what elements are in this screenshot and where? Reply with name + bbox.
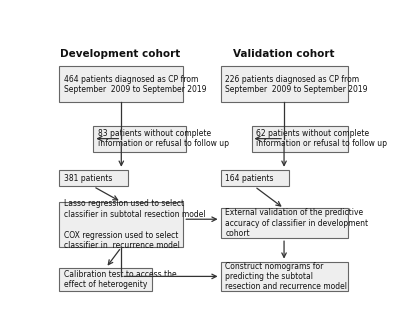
Text: 164 patients: 164 patients <box>225 174 274 182</box>
Text: Validation cohort: Validation cohort <box>233 49 335 59</box>
Text: 381 patients: 381 patients <box>64 174 112 182</box>
FancyBboxPatch shape <box>59 66 183 102</box>
Text: Calibration test to access the
effect of heterogenity: Calibration test to access the effect of… <box>64 270 176 289</box>
Text: Lasso regression used to select
classifier in subtotal resection model

COX regr: Lasso regression used to select classifi… <box>64 199 206 250</box>
Text: 83 patients without complete
information or refusal to follow up: 83 patients without complete information… <box>98 129 229 148</box>
FancyBboxPatch shape <box>220 170 289 186</box>
FancyBboxPatch shape <box>220 261 348 291</box>
Text: 464 patients diagnosed as CP from
September  2009 to September 2019: 464 patients diagnosed as CP from Septem… <box>64 75 206 94</box>
FancyBboxPatch shape <box>59 268 152 291</box>
FancyBboxPatch shape <box>59 202 183 247</box>
Text: Construct nomograms for
predicting the subtotal
resection and recurrence model: Construct nomograms for predicting the s… <box>225 261 347 291</box>
FancyBboxPatch shape <box>94 126 186 152</box>
FancyBboxPatch shape <box>252 126 348 152</box>
FancyBboxPatch shape <box>220 208 348 238</box>
Text: External validation of the predictive
accuracy of classifier in development
coho: External validation of the predictive ac… <box>225 208 368 238</box>
Text: 226 patients diagnosed as CP from
September  2009 to September 2019: 226 patients diagnosed as CP from Septem… <box>225 75 368 94</box>
FancyBboxPatch shape <box>220 66 348 102</box>
Text: 62 patients without complete
information or refusal to follow up: 62 patients without complete information… <box>256 129 387 148</box>
FancyBboxPatch shape <box>59 170 128 186</box>
Text: Development cohort: Development cohort <box>60 49 180 59</box>
